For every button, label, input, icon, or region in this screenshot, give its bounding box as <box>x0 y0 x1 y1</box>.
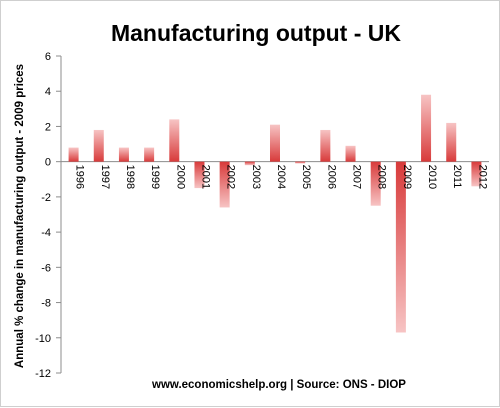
x-tick-label: 2002 <box>225 165 237 189</box>
x-axis-ticks: 1996 1997 1998 1999 2000 2001 2002 2003 2004 2005… <box>74 165 489 189</box>
x-tick-label: 2006 <box>325 165 337 189</box>
bar-2011 <box>446 122 457 162</box>
x-tick-label: 2000 <box>174 165 186 189</box>
y-tick-label: -8 <box>41 298 51 310</box>
x-tick-label: 2009 <box>401 165 413 189</box>
y-tick-label: 0 <box>45 157 51 169</box>
x-tick-label: 2003 <box>250 165 262 189</box>
bar-2001 <box>194 161 205 189</box>
bar-2000 <box>169 119 180 162</box>
x-tick-label: 2005 <box>300 165 312 189</box>
x-tick-label: 2008 <box>376 165 388 189</box>
x-tick-label: 1997 <box>99 165 111 189</box>
x-tick-label: 2001 <box>199 165 211 189</box>
bar-1997 <box>93 129 104 162</box>
y-tick-label: -4 <box>41 227 51 239</box>
y-axis-label: Annual % change in manufacturing output … <box>14 64 26 368</box>
y-tick-label: -12 <box>35 368 51 380</box>
bar-1998 <box>118 147 129 162</box>
x-tick-label: 1999 <box>149 165 161 189</box>
bars <box>68 94 482 333</box>
y-tick-label: -2 <box>41 192 51 204</box>
bar-2012 <box>471 161 482 187</box>
x-tick-label: 2012 <box>476 165 488 189</box>
bar-2008 <box>370 161 381 206</box>
chart-title: Manufacturing output - UK <box>111 20 401 46</box>
x-tick-label: 2011 <box>451 165 463 189</box>
y-axis-ticks: 6 4 2 0 -2 -4 -6 -8 -10 -12 <box>35 51 61 380</box>
bar-2005 <box>295 161 306 164</box>
x-tick-label: 1996 <box>74 165 86 189</box>
bar-1996 <box>68 147 79 162</box>
y-tick-label: -10 <box>35 333 51 345</box>
y-tick-label: 6 <box>45 51 51 63</box>
bar-2002 <box>219 161 230 208</box>
x-tick-label: 2004 <box>275 165 287 189</box>
bar-2004 <box>270 124 280 162</box>
bar-2007 <box>345 145 356 162</box>
bar-2009 <box>395 161 406 333</box>
x-tick-label: 1998 <box>124 165 136 189</box>
bar-2010 <box>421 94 432 162</box>
x-tick-label: 2007 <box>351 165 363 189</box>
bar-1999 <box>144 147 155 162</box>
y-tick-label: 2 <box>45 121 51 133</box>
y-tick-label: 4 <box>45 86 51 98</box>
source-note: www.economicshelp.org | Source: ONS - DI… <box>151 379 406 391</box>
y-tick-label: -6 <box>41 262 51 274</box>
bar-2003 <box>244 161 255 166</box>
bar-2006 <box>320 129 331 162</box>
x-tick-label: 2010 <box>426 165 438 189</box>
